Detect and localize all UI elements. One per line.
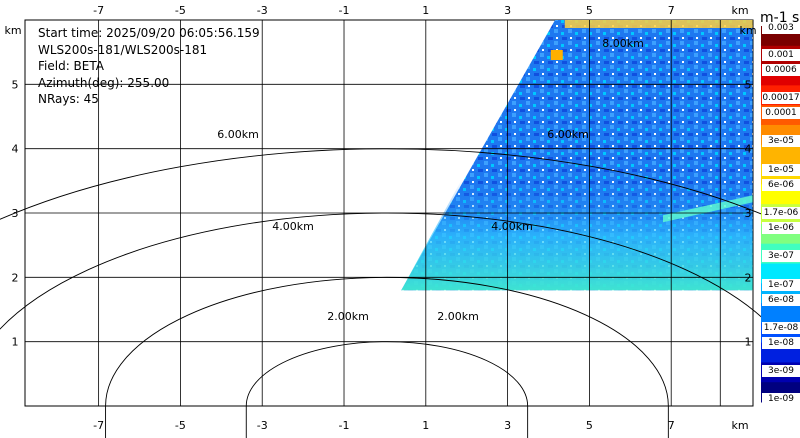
data-sector-low-level (401, 180, 753, 291)
x-tick-label-top: 3 (504, 4, 511, 17)
range-ring (0, 148, 800, 233)
colorbar-tick-label: 1e-09 (762, 393, 800, 405)
x-tick-label-top: -3 (257, 4, 268, 17)
range-ring-label: 2.00km (437, 310, 479, 323)
x-tick-label-top: -7 (93, 4, 104, 17)
x-tick-label-top: 5 (586, 4, 593, 17)
field-text: Field: BETA (38, 59, 104, 73)
data-layer (401, 20, 753, 291)
nrays-text: NRays: 45 (38, 92, 99, 106)
x-tick-label-bottom: -1 (339, 419, 350, 432)
x-tick-label-top: -1 (339, 4, 350, 17)
range-ring-label: 6.00km (217, 128, 259, 141)
x-unit-top: km (731, 4, 748, 17)
y-tick-label-left: 4 (12, 143, 19, 156)
colorbar-tick-label: 6e-08 (762, 294, 800, 306)
colorbar-tick-label: 6e-06 (762, 179, 800, 191)
colorbar-tick-label: 3e-09 (762, 365, 800, 377)
y-tick-label-left: 2 (12, 271, 19, 284)
range-ring (245, 341, 529, 438)
start-time-text: Start time: 2025/09/20 06:05:56.159 (38, 26, 260, 40)
x-tick-label-top: -5 (175, 4, 186, 17)
azimuth-text: Azimuth(deg): 255.00 (38, 76, 170, 90)
x-tick-label-bottom: -3 (257, 419, 268, 432)
colorbar-top-label: 0.003 (762, 22, 800, 34)
x-tick-label-bottom: -5 (175, 419, 186, 432)
y-tick-label-left: 3 (12, 207, 19, 220)
colorbar-tick-label: 0.001 (762, 49, 800, 61)
range-ring-label: 8.00km (602, 37, 644, 50)
colorbar-tick-label: 1e-08 (762, 337, 800, 349)
axis-ticks: -7 -7 -5 -5 -3 -3 -1 -1 1 1 3 3 5 5 7 7 1 1 2 2 3 3 4 4 5 5 km km km… (4, 4, 756, 432)
x-tick-label-top: 1 (422, 4, 429, 17)
colorbar-tick-label: 1e-06 (762, 222, 800, 234)
range-ring-label: 4.00km (272, 220, 314, 233)
colorbar-tick-label: 3e-05 (762, 135, 800, 147)
colorbar-tick-label: 1e-07 (762, 279, 800, 291)
y-tick-label-right: 1 (745, 336, 752, 349)
y-tick-label-left: 5 (12, 78, 19, 91)
x-tick-label-bottom: 7 (668, 419, 675, 432)
y-tick-label-left: 1 (12, 336, 19, 349)
y-tick-label-right: 2 (745, 271, 752, 284)
x-tick-label-bottom: 1 (422, 419, 429, 432)
colorbar-tick-label: 1.7e-06 (762, 207, 800, 219)
instrument-text: WLS200s-181/WLS200s-181 (38, 43, 208, 57)
y-tick-label-right: 3 (745, 207, 752, 220)
colorbar-tick-label: 0.00017 (762, 92, 800, 104)
range-ring-label: 2.00km (327, 310, 369, 323)
x-unit-bottom: km (731, 419, 748, 432)
colorbar-tick-label: 1e-05 (762, 164, 800, 176)
x-tick-label-bottom: 5 (586, 419, 593, 432)
colorbar-swatch (761, 303, 800, 324)
colorbar-tick-label: 3e-07 (762, 250, 800, 262)
data-sector-top-band (564, 20, 753, 28)
range-ring (105, 276, 669, 438)
colorbar-tick-label: 1.7e-08 (762, 322, 800, 334)
colorbar-tick-label: 0.0006 (762, 64, 800, 76)
y-unit-left: km (4, 24, 21, 37)
y-tick-label-right: 5 (745, 78, 752, 91)
colorbar-swatch (761, 144, 800, 166)
y-unit-right: km (739, 24, 756, 37)
x-tick-label-bottom: -7 (93, 419, 104, 432)
data-sector-hotspot (550, 50, 563, 60)
colorbar-swatch (761, 263, 800, 284)
x-tick-label-top: 7 (668, 4, 675, 17)
colorbar-tick-label: 0.0001 (762, 107, 800, 119)
grid-layer (25, 20, 753, 406)
y-tick-label-right: 4 (745, 143, 752, 156)
range-ring-label: 6.00km (547, 128, 589, 141)
x-tick-label-bottom: 3 (504, 419, 511, 432)
